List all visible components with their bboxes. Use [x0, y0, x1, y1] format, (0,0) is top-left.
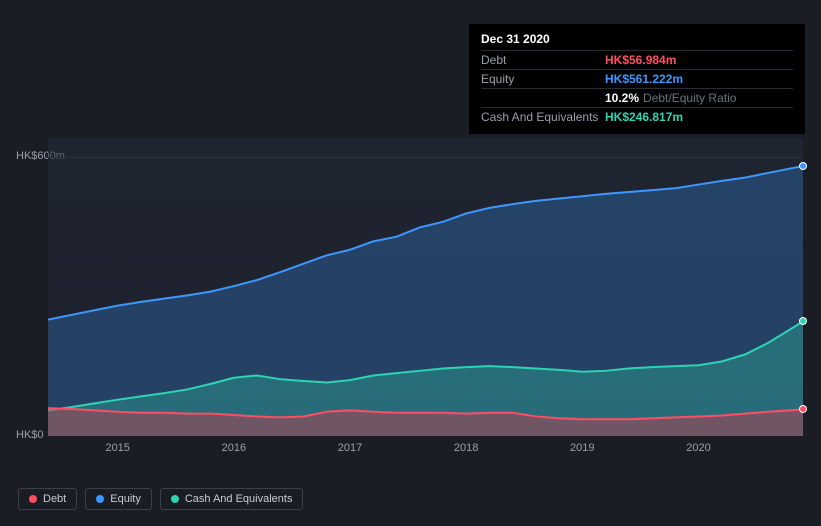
legend-label: Equity	[110, 493, 141, 505]
x-axis-label: 2016	[222, 442, 246, 454]
x-axis-label: 2019	[570, 442, 594, 454]
legend-marker-icon	[96, 495, 104, 503]
series-marker-cash-and-equivalents	[799, 317, 807, 325]
legend-item-equity[interactable]: Equity	[85, 488, 152, 510]
x-axis-label: 2018	[454, 442, 478, 454]
series-marker-equity	[799, 162, 807, 170]
tooltip-row-suffix: Debt/Equity Ratio	[643, 91, 736, 105]
tooltip-row-label: Equity	[481, 72, 605, 86]
x-axis-label: 2017	[338, 442, 362, 454]
x-axis-label: 2020	[686, 442, 710, 454]
legend-label: Debt	[43, 493, 66, 505]
chart-tooltip: Dec 31 2020 DebtHK$56.984mEquityHK$561.2…	[469, 24, 805, 134]
legend-item-debt[interactable]: Debt	[18, 488, 77, 510]
tooltip-row: Cash And EquivalentsHK$246.817m	[481, 107, 793, 126]
plot-area[interactable]	[48, 138, 803, 436]
tooltip-row-label: Debt	[481, 53, 605, 67]
tooltip-row-value: HK$561.222m	[605, 72, 683, 86]
chart-legend: Debt Equity Cash And Equivalents	[18, 488, 303, 510]
legend-item-cash-and-equivalents[interactable]: Cash And Equivalents	[160, 488, 304, 510]
tooltip-row: 10.2% Debt/Equity Ratio	[481, 88, 793, 107]
gridline-600	[48, 157, 803, 158]
tooltip-row-label: Cash And Equivalents	[481, 110, 605, 124]
legend-label: Cash And Equivalents	[185, 493, 293, 505]
tooltip-date: Dec 31 2020	[481, 32, 793, 46]
tooltip-row: EquityHK$561.222m	[481, 69, 793, 88]
legend-marker-icon	[171, 495, 179, 503]
chart-svg	[48, 138, 803, 436]
legend-marker-icon	[29, 495, 37, 503]
tooltip-row: DebtHK$56.984m	[481, 50, 793, 69]
financial-chart: HK$0HK$600m 201520162017201820192020	[18, 120, 803, 475]
x-axis-label: 2015	[105, 442, 129, 454]
tooltip-row-value: HK$246.817m	[605, 110, 683, 124]
tooltip-row-value: HK$56.984m	[605, 53, 676, 67]
tooltip-row-value: 10.2%	[605, 91, 639, 105]
series-marker-debt	[799, 405, 807, 413]
